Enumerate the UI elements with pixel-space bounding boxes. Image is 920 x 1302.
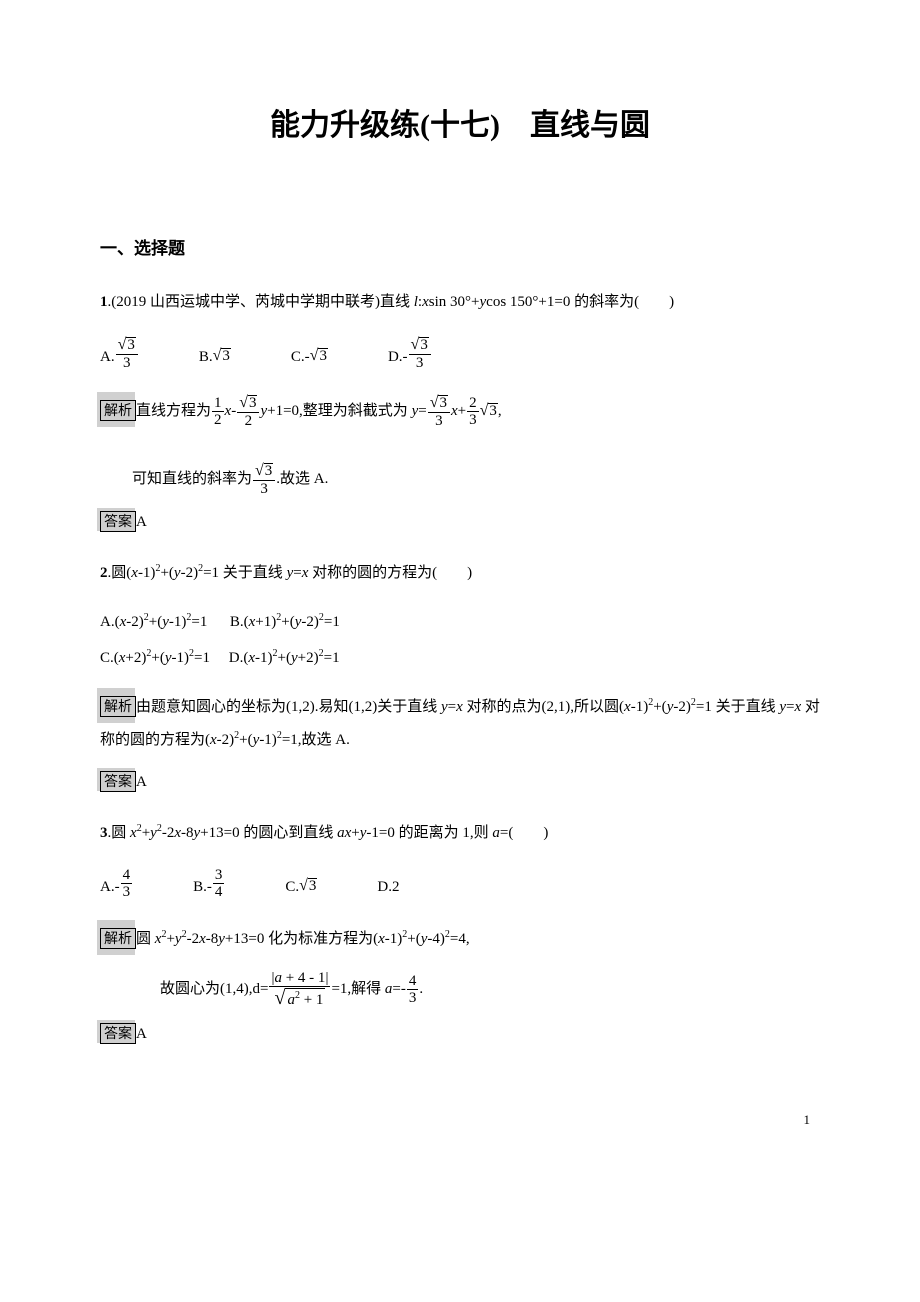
question-3-analysis-2: 故圆心为(1,4),d=|a + 4 - 1|√a2 + 1=1,解得 a=-4… [100, 970, 820, 1010]
question-2-stem: 2.圆(x-1)2+(y-2)2=1 关于直线 y=x 对称的圆的方程为( ) [100, 560, 820, 587]
question-3-stem: 3.圆 x2+y2-2x-8y+13=0 的圆心到直线 ax+y-1=0 的距离… [100, 820, 820, 847]
answer-label: 答案 [100, 511, 136, 532]
question-3-answer: 答案A [100, 1023, 820, 1044]
question-2-analysis: 解析由题意知圆心的坐标为(1,2).易知(1,2)关于直线 y=x 对称的点为(… [100, 691, 820, 757]
answer-label: 答案 [100, 1023, 136, 1044]
option-b: B.(x+1)2+(y-2)2=1 [230, 614, 340, 630]
question-2-answer: 答案A [100, 771, 820, 792]
question-1-options: A. √3 3 B.√3 C.-√3 D.- √3 3 [100, 336, 820, 373]
option-c: C.(x+2)2+(y-1)2=1 [100, 650, 210, 666]
option-d: D.- √3 3 [388, 336, 432, 373]
option-a: A.(x-2)2+(y-1)2=1 [100, 614, 207, 630]
question-2-options: A.(x-2)2+(y-1)2=1 B.(x+1)2+(y-2)2=1 C.(x… [100, 607, 820, 673]
option-b: B.-34 [193, 867, 225, 903]
section-heading: 一、选择题 [100, 234, 820, 259]
option-d: D.(x-1)2+(y+2)2=1 [229, 650, 340, 666]
question-number: 3 [100, 825, 108, 841]
question-1-stem: 1.(2019 山西运城中学、芮城中学期中联考)直线 l:xsin 30°+yc… [100, 289, 820, 316]
option-b: B.√3 [199, 342, 231, 373]
question-1-analysis: 解析直线方程为12x-√32y+1=0,整理为斜截式为 y=√33x+23√3,… [100, 393, 820, 497]
question-number: 2 [100, 565, 108, 581]
question-3-options: A.-43 B.-34 C.√3 D.2 [100, 867, 820, 903]
analysis-label: 解析 [100, 400, 136, 421]
option-c: C.-√3 [291, 342, 328, 373]
analysis-label: 解析 [100, 928, 136, 949]
page-number: 1 [0, 1112, 920, 1128]
answer-label: 答案 [100, 771, 136, 792]
question-3-analysis-1: 解析圆 x2+y2-2x-8y+13=0 化为标准方程为(x-1)2+(y-4)… [100, 923, 820, 956]
option-d: D.2 [377, 874, 399, 903]
option-c: C.√3 [285, 872, 317, 903]
option-a: A. √3 3 [100, 336, 139, 373]
analysis-label: 解析 [100, 696, 136, 717]
question-number: 1 [100, 294, 108, 310]
question-1-answer: 答案A [100, 511, 820, 532]
option-a: A.-43 [100, 867, 133, 903]
page-title: 能力升级练(十七) 直线与圆 [100, 100, 820, 144]
